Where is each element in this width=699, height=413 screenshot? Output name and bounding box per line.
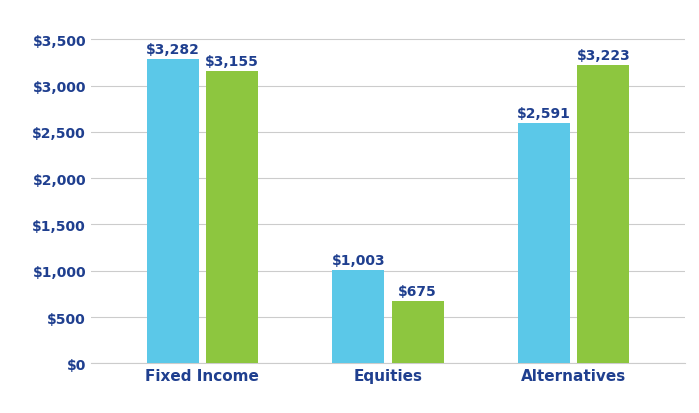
Bar xyxy=(332,271,384,363)
Text: $3,282: $3,282 xyxy=(145,43,199,57)
Bar xyxy=(206,72,258,363)
Text: $2,591: $2,591 xyxy=(517,107,571,121)
Text: $1,003: $1,003 xyxy=(331,254,385,268)
Bar xyxy=(577,66,629,363)
Bar xyxy=(391,301,444,363)
Text: $675: $675 xyxy=(398,284,437,298)
Text: $3,223: $3,223 xyxy=(577,48,630,62)
Bar xyxy=(147,60,199,363)
Bar xyxy=(518,124,570,363)
Text: $3,155: $3,155 xyxy=(205,55,259,69)
